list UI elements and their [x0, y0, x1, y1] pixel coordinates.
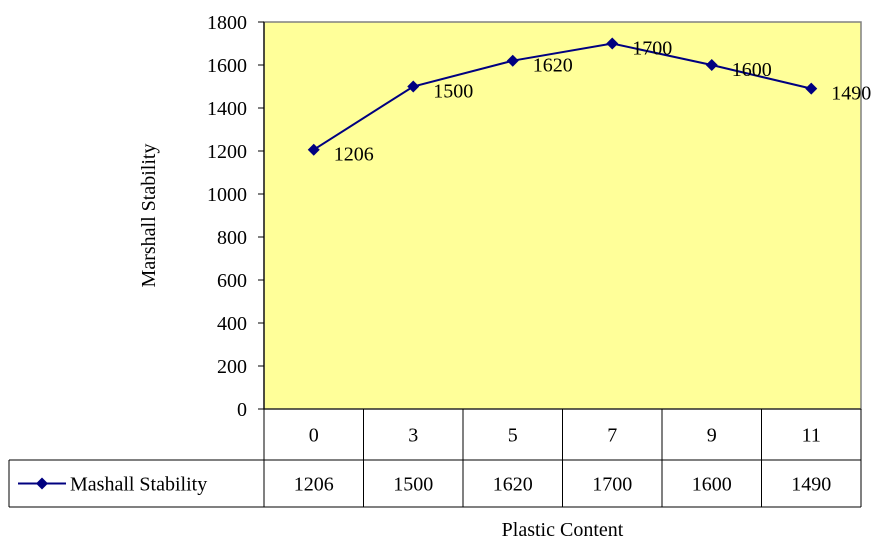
y-tick-label: 1000 — [207, 184, 247, 206]
data-point — [705, 59, 718, 71]
y-tick-label: 1600 — [207, 55, 247, 77]
x-category-label: 11 — [802, 425, 821, 447]
y-tick-label: 0 — [237, 399, 247, 421]
x-category-label: 0 — [309, 425, 319, 447]
x-axis-title: Plastic Content — [502, 519, 624, 541]
y-tick-label: 1200 — [207, 141, 247, 163]
data-label: 1700 — [632, 38, 672, 60]
legend-label: Mashall Stability — [70, 474, 207, 496]
x-category-label: 3 — [408, 425, 418, 447]
y-tick-label: 1800 — [207, 12, 247, 34]
data-label: 1600 — [732, 59, 772, 81]
data-label: 1490 — [831, 83, 871, 105]
table-value-cell: 1600 — [692, 474, 732, 496]
y-tick-label: 200 — [217, 356, 247, 378]
data-point — [307, 143, 320, 156]
data-point — [606, 37, 619, 50]
series-line — [313, 42, 812, 151]
data-point — [805, 82, 818, 95]
data-table: 0 3 5 7 9 11 1206 1500 1620 1700 1600 1490 Mashall S… — [8, 408, 862, 508]
data-labels: 1206 1500 1620 1700 1600 1490 — [334, 38, 872, 166]
y-tick-label: 800 — [217, 227, 247, 249]
series-markers — [307, 37, 818, 156]
data-label: 1620 — [533, 55, 573, 77]
data-point — [407, 80, 420, 93]
legend-marker — [36, 477, 48, 490]
data-point — [506, 54, 519, 67]
y-tick-label: 600 — [217, 270, 247, 292]
table-value-cell: 1206 — [294, 474, 334, 496]
plot-area — [263, 21, 862, 410]
data-label: 1206 — [334, 144, 374, 166]
legend-key — [18, 477, 66, 490]
table-value-cell: 1490 — [791, 474, 831, 496]
table-value-cell: 1620 — [493, 474, 533, 496]
y-axis: 0 200 400 600 800 1000 1200 1400 1600 1800 — [207, 12, 265, 421]
data-label: 1500 — [433, 81, 473, 103]
y-tick-label: 1400 — [207, 98, 247, 120]
y-axis-title: Marshall Stability — [138, 144, 160, 288]
table-value-cell: 1700 — [592, 474, 632, 496]
x-category-label: 9 — [707, 425, 717, 447]
y-tick-label: 400 — [217, 313, 247, 335]
table-value-cell: 1500 — [393, 474, 433, 496]
x-category-label: 5 — [508, 425, 518, 447]
x-category-label: 7 — [607, 425, 617, 447]
